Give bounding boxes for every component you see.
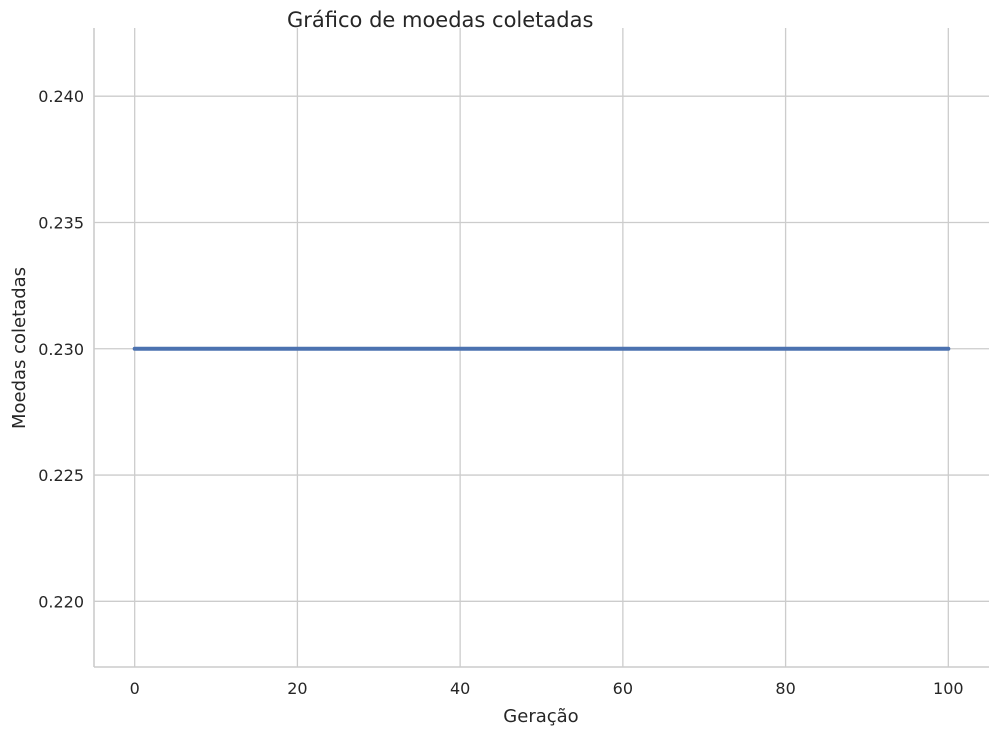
x-tick-label: 40: [450, 679, 470, 698]
y-tick-label: 0.220: [38, 592, 84, 611]
y-tick-label: 0.230: [38, 340, 84, 359]
x-axis-label: Geração: [503, 706, 578, 727]
x-tick-label: 60: [613, 679, 633, 698]
x-tick-label: 80: [775, 679, 795, 698]
y-tick-label: 0.225: [38, 466, 84, 485]
y-tick-labels: 0.220 0.225 0.230 0.235 0.240: [38, 87, 84, 611]
y-tick-label: 0.240: [38, 87, 84, 106]
x-tick-labels: 0 20 40 60 80 100: [130, 679, 964, 698]
x-tick-label: 100: [933, 679, 964, 698]
x-tick-label: 0: [130, 679, 140, 698]
x-tick-label: 20: [287, 679, 307, 698]
y-axis-label: Moedas coletadas: [9, 267, 30, 429]
y-tick-label: 0.235: [38, 213, 84, 232]
chart-title: Gráfico de moedas coletadas: [287, 8, 593, 32]
